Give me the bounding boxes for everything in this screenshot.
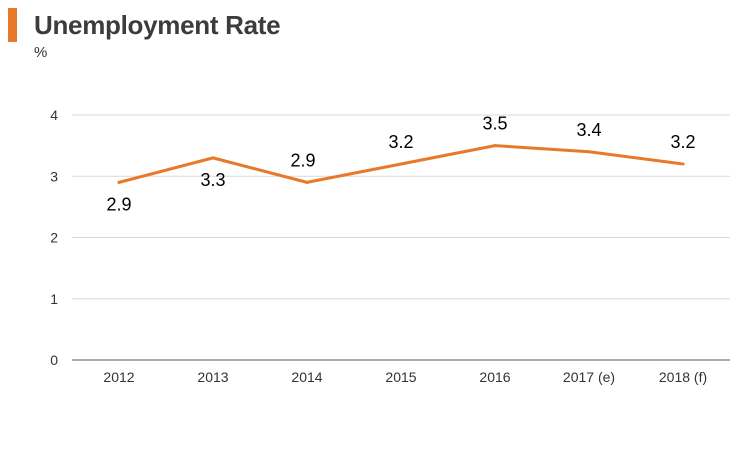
x-tick-label: 2018 (f) bbox=[659, 369, 707, 385]
data-point bbox=[211, 156, 215, 160]
x-tick-label: 2016 bbox=[479, 369, 510, 385]
data-label: 3.2 bbox=[388, 132, 413, 152]
data-point bbox=[305, 180, 309, 184]
y-tick-label: 0 bbox=[50, 352, 58, 368]
data-point bbox=[493, 144, 497, 148]
unit-label: % bbox=[34, 44, 48, 61]
data-point bbox=[117, 180, 121, 184]
y-tick-label: 3 bbox=[50, 168, 58, 184]
y-axis-ticks: 0 1 2 3 4 bbox=[50, 107, 58, 368]
data-label: 3.4 bbox=[576, 120, 601, 140]
x-tick-label: 2015 bbox=[385, 369, 416, 385]
data-label: 3.2 bbox=[670, 132, 695, 152]
y-tick-label: 2 bbox=[50, 230, 58, 246]
grid-lines bbox=[72, 114, 730, 361]
data-label: 3.3 bbox=[200, 170, 225, 190]
x-tick-label: 2013 bbox=[197, 369, 228, 385]
page-title: Unemployment Rate bbox=[34, 10, 281, 40]
data-point bbox=[681, 162, 685, 166]
y-tick-label: 1 bbox=[50, 291, 58, 307]
x-tick-label: 2014 bbox=[291, 369, 322, 385]
x-tick-label: 2017 (e) bbox=[563, 369, 615, 385]
series-layer bbox=[117, 144, 685, 184]
data-point bbox=[399, 162, 403, 166]
data-label: 3.5 bbox=[482, 114, 507, 134]
y-tick-label: 4 bbox=[50, 107, 58, 123]
data-labels: 2.9 3.3 2.9 3.2 3.5 3.4 3.2 bbox=[106, 114, 695, 215]
data-point bbox=[587, 150, 591, 154]
x-tick-label: 2012 bbox=[103, 369, 134, 385]
data-label: 2.9 bbox=[290, 150, 315, 170]
data-label: 2.9 bbox=[106, 194, 131, 214]
x-axis-ticks: 2012 2013 2014 2015 2016 2017 (e) 2018 (f) bbox=[103, 369, 707, 385]
title-accent-bar bbox=[8, 8, 17, 42]
